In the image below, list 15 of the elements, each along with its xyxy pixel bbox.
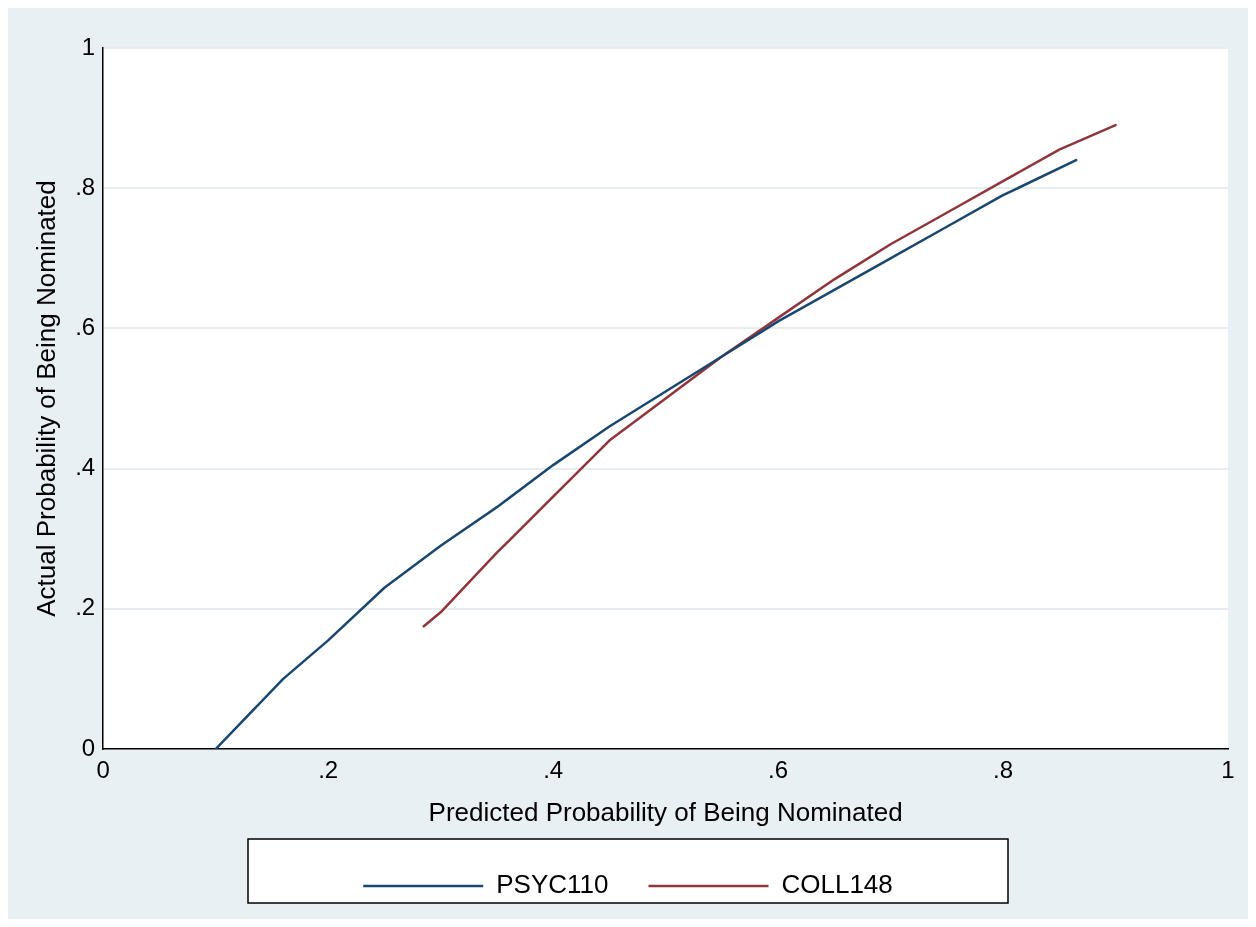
y-tick-label: .2	[75, 593, 96, 621]
x-tick-label: .8	[993, 756, 1014, 784]
x-tick-label: .4	[543, 756, 564, 784]
x-axis-title: Predicted Probability of Being Nominated	[428, 796, 903, 827]
legend-label: PSYC110	[496, 869, 609, 900]
y-tick-label: 1	[81, 32, 96, 60]
legend-label: COLL148	[781, 869, 893, 900]
y-tick-label: .8	[75, 172, 96, 200]
x-tick-label: 1	[1221, 756, 1235, 784]
y-tick-label: .6	[75, 313, 96, 341]
y-tick-label: 0	[81, 733, 96, 761]
y-tick-label: .4	[75, 453, 96, 481]
x-tick-label: .6	[768, 756, 789, 784]
x-tick-label: .2	[318, 756, 339, 784]
y-axis-title: Actual Probability of Being Nominated	[30, 180, 61, 617]
